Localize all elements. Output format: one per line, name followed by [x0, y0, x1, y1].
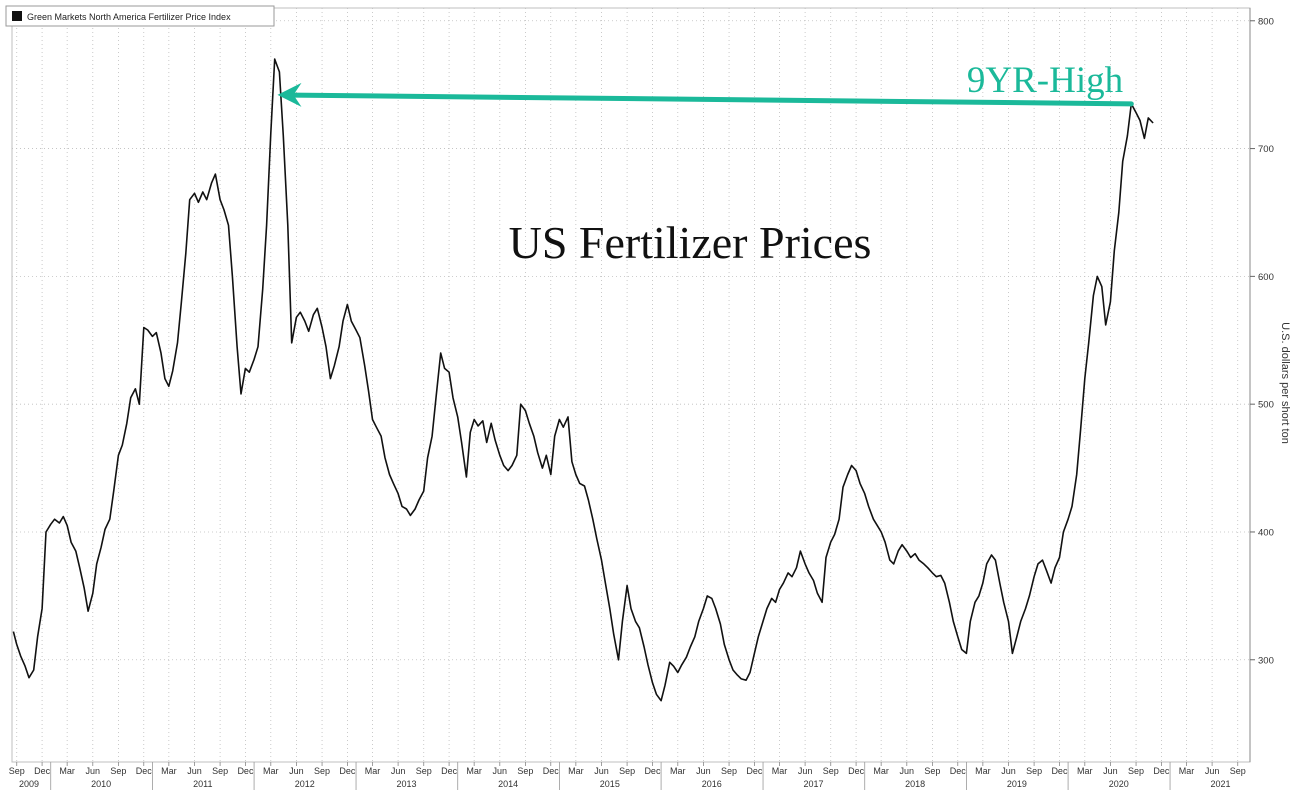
x-tick-label: Jun [1205, 766, 1220, 776]
x-tick-label: Dec [848, 766, 865, 776]
x-tick-label: Jun [493, 766, 508, 776]
x-tick-label: Sep [9, 766, 25, 776]
x-tick-label: Sep [314, 766, 330, 776]
plot-frame [11, 7, 1251, 763]
annotation-arrow-head [277, 82, 302, 107]
x-tick-label: Sep [721, 766, 737, 776]
y-tick-label: 600 [1258, 272, 1274, 283]
annotation-arrow-shaft [290, 92, 1134, 107]
x-year-label: 2010 [91, 779, 111, 789]
legend-entry: Green Markets North America Fertilizer P… [27, 12, 231, 22]
x-year-label: 2021 [1210, 779, 1230, 789]
x-tick-label: Mar [1077, 766, 1093, 776]
y-tick-label: 400 [1258, 527, 1274, 538]
x-year-label: 2016 [702, 779, 722, 789]
x-tick-label: Mar [1179, 766, 1195, 776]
x-axis-ticks: Sep Dec Mar Jun Sep Dec Mar Jun Sep Dec Mar Jun Sep D… [9, 762, 1246, 790]
axes [11, 7, 1251, 763]
x-tick-label: Sep [1230, 766, 1246, 776]
x-tick-label: Dec [1051, 766, 1068, 776]
x-tick-label: Jun [86, 766, 101, 776]
x-tick-label: Mar [772, 766, 788, 776]
x-tick-label: Jun [900, 766, 915, 776]
y-tick-label: 300 [1258, 655, 1274, 666]
x-tick-label: Jun [594, 766, 609, 776]
x-year-label: 2019 [1007, 779, 1027, 789]
x-tick-label: Jun [798, 766, 813, 776]
y-axis-label: U.S. dollars per short ton [1279, 322, 1291, 444]
x-tick-label: Mar [975, 766, 991, 776]
x-tick-label: Jun [1103, 766, 1118, 776]
x-tick-label: Dec [950, 766, 967, 776]
x-tick-label: Sep [619, 766, 635, 776]
x-year-label: 2020 [1109, 779, 1129, 789]
x-tick-label: Dec [237, 766, 254, 776]
x-tick-label: Jun [391, 766, 406, 776]
x-tick-label: Jun [1001, 766, 1016, 776]
x-tick-label: Mar [670, 766, 686, 776]
x-tick-label: Sep [110, 766, 126, 776]
legend: Green Markets North America Fertilizer P… [5, 5, 275, 27]
y-tick-label: 700 [1258, 144, 1274, 155]
x-year-label: 2018 [905, 779, 925, 789]
x-tick-label: Mar [568, 766, 584, 776]
y-axis-ticks: 300 400 500 600 700 800 [1250, 16, 1274, 666]
x-tick-label: Sep [212, 766, 228, 776]
x-tick-label: Dec [543, 766, 560, 776]
x-year-label: 2014 [498, 779, 518, 789]
series-line [12, 58, 1154, 702]
x-tick-label: Dec [339, 766, 356, 776]
legend-swatch [12, 11, 22, 21]
x-year-label: 2009 [19, 779, 39, 789]
x-tick-label: Dec [34, 766, 51, 776]
y-tick-label: 800 [1258, 16, 1274, 27]
x-tick-label: Dec [746, 766, 763, 776]
x-tick-label: Sep [517, 766, 533, 776]
x-year-label: 2011 [193, 779, 212, 789]
x-tick-label: Jun [187, 766, 202, 776]
chart-title: US Fertilizer Prices [509, 217, 872, 268]
x-tick-label: Jun [289, 766, 304, 776]
x-tick-label: Sep [924, 766, 940, 776]
x-tick-label: Mar [365, 766, 381, 776]
x-tick-label: Dec [1153, 766, 1170, 776]
x-tick-label: Dec [644, 766, 661, 776]
legend-box [5, 5, 275, 27]
x-tick-label: Dec [136, 766, 153, 776]
x-tick-label: Sep [1026, 766, 1042, 776]
x-year-label: 2017 [803, 779, 823, 789]
y-tick-label: 500 [1258, 400, 1274, 411]
x-tick-label: Mar [466, 766, 482, 776]
x-tick-label: Mar [263, 766, 279, 776]
x-year-label: 2012 [295, 779, 315, 789]
x-tick-label: Sep [416, 766, 432, 776]
x-tick-label: Sep [1128, 766, 1144, 776]
x-tick-label: Sep [823, 766, 839, 776]
grid-lines [12, 8, 1250, 762]
x-tick-label: Jun [696, 766, 711, 776]
x-year-label: 2013 [396, 779, 416, 789]
x-tick-label: Mar [59, 766, 75, 776]
annotation-text: 9YR-High [967, 60, 1124, 101]
x-tick-label: Mar [873, 766, 889, 776]
x-year-label: 2015 [600, 779, 620, 789]
x-tick-label: Mar [161, 766, 177, 776]
x-tick-label: Dec [441, 766, 458, 776]
annotation-9yr-high: 9YR-High [277, 60, 1134, 107]
